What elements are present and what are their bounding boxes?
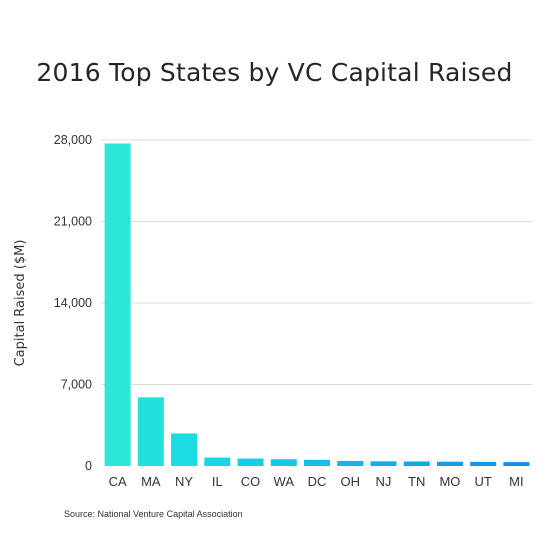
bar-ny — [171, 433, 198, 466]
bar-mo — [436, 461, 463, 466]
bars — [104, 143, 530, 466]
x-tick-label: DC — [308, 474, 327, 489]
bar-dc — [304, 459, 330, 466]
x-tick-label: MO — [439, 474, 460, 489]
x-tick-label: CO — [241, 474, 261, 489]
x-tick-label: TN — [408, 474, 425, 489]
grid-lines — [101, 139, 533, 385]
y-tick-label: 14,000 — [54, 296, 92, 310]
bar-ma — [137, 397, 164, 466]
x-axis-categories: CA MA NY IL CO WA DC OH NJ TN MO UT MI — [109, 474, 524, 489]
y-tick-label: 7,000 — [61, 378, 92, 392]
bar-ca — [104, 143, 131, 466]
x-tick-label: WA — [274, 474, 295, 489]
x-tick-label: CA — [109, 474, 127, 489]
bar-il — [204, 457, 231, 466]
x-tick-label: MA — [141, 474, 161, 489]
chart-title: 2016 Top States by VC Capital Raised — [36, 58, 513, 87]
bar-wa — [270, 459, 297, 466]
x-tick-label: IL — [212, 474, 223, 489]
y-tick-label: 21,000 — [54, 215, 92, 229]
x-tick-label: MI — [509, 474, 523, 489]
x-tick-label: OH — [340, 474, 360, 489]
bar-tn — [403, 461, 430, 466]
bar-co — [237, 458, 264, 466]
y-tick-label: 0 — [85, 459, 92, 473]
bar-oh — [337, 460, 364, 466]
y-tick-label: 28,000 — [54, 133, 92, 147]
source-note: Source: National Venture Capital Associa… — [64, 509, 243, 519]
y-axis-label: Capital Raised ($M) — [13, 240, 28, 367]
bar-mi — [503, 462, 530, 466]
x-tick-label: UT — [474, 474, 491, 489]
x-tick-label: NJ — [376, 474, 392, 489]
x-tick-label: NY — [175, 474, 193, 489]
bar-ut — [470, 461, 497, 466]
bar-nj — [370, 461, 397, 466]
y-axis-ticks: 0 7,000 14,000 21,000 28,000 — [54, 133, 92, 473]
